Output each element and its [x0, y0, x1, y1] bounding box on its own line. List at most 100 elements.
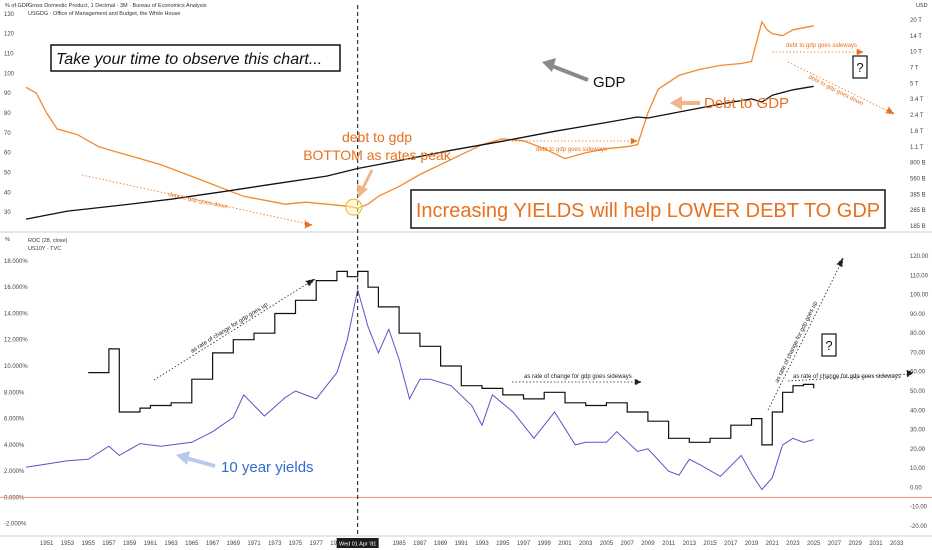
top-trend-guides	[81, 48, 895, 229]
top-right-tick-label: 1.6 T	[910, 129, 924, 135]
bottom-right-tick-label: 20.00	[910, 447, 926, 453]
top-right-tick-label: 10 T	[910, 50, 922, 56]
question-box-bottom	[821, 333, 837, 357]
observe-box	[50, 44, 341, 72]
x-tick-label: 1991	[455, 541, 469, 547]
bottom-left-tick-label: 4.000%	[4, 443, 25, 449]
bottom-right-tick-label: 60.00	[910, 370, 926, 376]
x-tick-label: 2021	[766, 541, 780, 547]
debt-bottom-marker	[345, 198, 363, 216]
question-mark-top: ?	[856, 60, 863, 75]
bottom-right-tick-label: 40.00	[910, 408, 926, 414]
x-tick-label: 1969	[227, 541, 241, 547]
bottom-trend-guides	[153, 256, 914, 411]
x-tick-label: 1987	[413, 541, 427, 547]
top-left-tick-label: 50	[4, 170, 11, 176]
x-tick-label: 2023	[786, 541, 800, 547]
top-right-unit: USD	[916, 3, 928, 9]
top-right-tick-label: 3.4 T	[910, 97, 924, 103]
bottom-left-tick-label: 12.000%	[4, 338, 28, 344]
top-right-tick-label: 185 B	[910, 224, 926, 230]
roc-line	[88, 270, 815, 446]
bottom-left-tick-label: 10.000%	[4, 364, 28, 370]
date-marker-label: Wed 01 Apr '81	[339, 542, 376, 548]
x-tick-label: 2007	[620, 541, 634, 547]
bottom-left-tick-label: 14.000%	[4, 311, 28, 317]
x-tick-label: 1995	[496, 541, 510, 547]
bottom-left-tick-label: 16.000%	[4, 285, 28, 291]
bottom-right-tick-label: 50.00	[910, 389, 926, 395]
bottom-left-tick-label: 0.000%	[4, 495, 25, 501]
bottom-right-tick-label: 10.00	[910, 466, 926, 472]
bottom-left-tick-label: 6.000%	[4, 417, 25, 423]
bottom-right-tick-label: 120.00	[910, 254, 929, 260]
x-tick-label: 1963	[164, 541, 178, 547]
x-tick-label: 1957	[102, 541, 116, 547]
x-tick-label: 2009	[641, 541, 655, 547]
top-left-tick-label: 110	[4, 52, 14, 58]
date-marker-box	[336, 538, 379, 548]
bottom-left-tick-label: 18.000%	[4, 259, 28, 265]
x-tick-label: 1959	[123, 541, 137, 547]
top-left-tick-label: 40	[4, 190, 11, 196]
debt-to-gdp-label: Debt to GDP	[704, 95, 789, 112]
question-mark-bottom: ?	[825, 338, 832, 353]
arrow-to-debt	[670, 96, 700, 110]
x-tick-label: 2015	[703, 541, 717, 547]
top-right-tick-label: 2.4 T	[910, 113, 924, 119]
bottom-right-tick-label: 110.00	[910, 273, 929, 279]
arrow-to-gdp	[542, 58, 589, 82]
x-tick-label: 2031	[869, 541, 883, 547]
ten-year-yield-line	[25, 289, 814, 491]
top-left-tick-label: 90	[4, 91, 11, 97]
bottom-left-tick-label: -2.000%	[4, 522, 27, 528]
x-tick-label: 2011	[662, 541, 676, 547]
top-right-tick-label: 560 B	[910, 176, 926, 182]
roc-up-2: as rate of change for gdp goes up	[774, 300, 819, 384]
bottom-left-tick-label: 8.000%	[4, 390, 25, 396]
roc-up-1: as rate of change for gdp goes up	[190, 302, 270, 355]
bottom-right-tick-label: -10.00	[910, 505, 928, 511]
x-tick-label: 1951	[40, 541, 54, 547]
top-title-line2: USGDG · Office of Management and Budget,…	[28, 11, 180, 17]
bottom-right-tick-label: 70.00	[910, 350, 926, 356]
top-right-tick-label: 7 T	[910, 66, 919, 72]
top-right-tick-label: 265 B	[910, 208, 926, 214]
x-tick-label: 1985	[392, 541, 406, 547]
x-tick-label: 1953	[61, 541, 75, 547]
top-left-tick-label: 70	[4, 131, 11, 137]
gdp-label: GDP	[593, 74, 626, 91]
debt-bottom-line2: BOTTOM as rates peak	[303, 147, 452, 163]
top-left-unit: % of GDP	[5, 3, 30, 9]
top-right-tick-label: 1.1 T	[910, 145, 924, 151]
top-left-tick-label: 60	[4, 151, 11, 157]
goes-sideways-2: debt to gdp goes sideways	[786, 43, 857, 49]
debt-bottom-line1: debt to gdp	[342, 129, 412, 145]
top-left-tick-label: 80	[4, 111, 11, 117]
increasing-yields-text: Increasing YIELDS will help LOWER DEBT T…	[416, 200, 880, 222]
roc-sideways-2: as rate of change for gdp goes sideways	[793, 374, 901, 380]
x-tick-label: 2027	[828, 541, 842, 547]
bottom-right-tick-label: 80.00	[910, 331, 926, 337]
top-left-tick-label: 120	[4, 32, 15, 38]
ten-year-yields-label: 10 year yields	[221, 459, 314, 476]
x-tick-label: 2033	[890, 541, 904, 547]
bottom-title-line1: ROC (28, close)	[28, 238, 68, 244]
x-tick-label: 1971	[247, 541, 261, 547]
series-layer	[25, 20, 815, 491]
observe-text: Take your time to observe this chart...	[56, 51, 322, 68]
x-tick-label: 1997	[517, 541, 531, 547]
x-tick-label: 2017	[724, 541, 738, 547]
x-tick-label: 2003	[579, 541, 593, 547]
x-tick-label: 1999	[538, 541, 552, 547]
x-tick-label: 1993	[475, 541, 489, 547]
x-tick-label: 1961	[144, 541, 158, 547]
arrow-to-bottom	[357, 169, 374, 198]
x-tick-label: 1975	[289, 541, 303, 547]
x-tick-label: 1955	[82, 541, 96, 547]
x-tick-label: 2005	[600, 541, 614, 547]
x-tick-label: 1967	[206, 541, 220, 547]
x-tick-label: 2001	[558, 541, 572, 547]
goes-sideways-1: debt to gdp goes sideways	[536, 147, 607, 153]
